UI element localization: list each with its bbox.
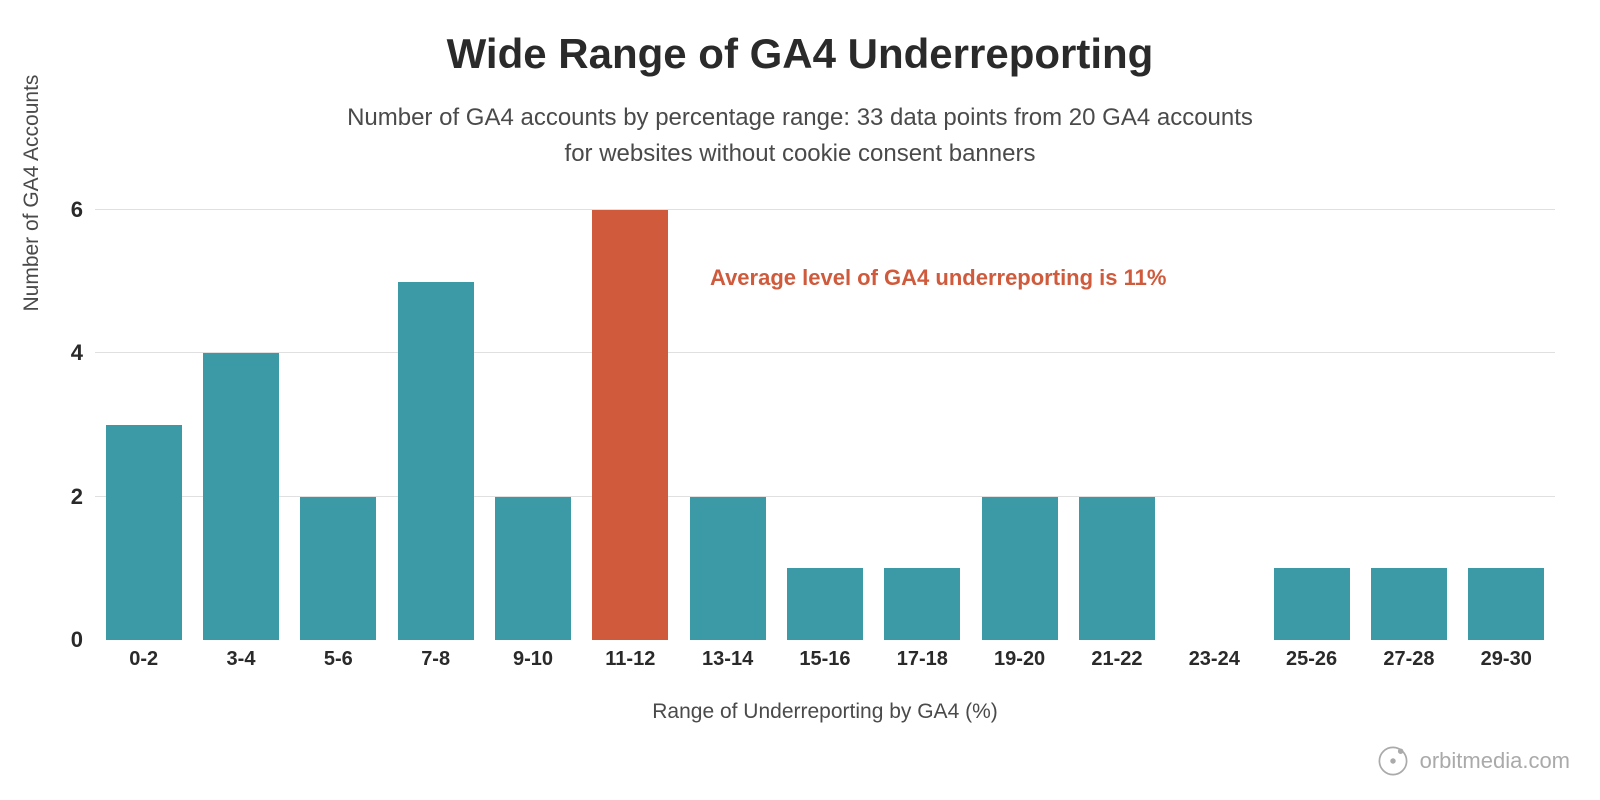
x-tick-label: 11-12 [582,648,679,671]
x-tick-label: 27-28 [1360,648,1457,671]
x-tick-label: 9-10 [484,648,581,671]
y-axis-title: Number of GA4 Accounts [20,75,44,312]
chart-subtitle: Number of GA4 accounts by percentage ran… [0,100,1600,172]
y-tick-label: 2 [65,484,95,510]
x-axis-title: Range of Underreporting by GA4 (%) [95,700,1555,724]
bar-slot [1166,210,1263,640]
x-tick-label: 13-14 [679,648,776,671]
brand-text: orbitmedia.com [1420,748,1570,774]
bar-slot [387,210,484,640]
bar-slot [192,210,289,640]
x-tick-label: 7-8 [387,648,484,671]
bar [592,210,668,640]
bar [690,497,766,640]
bar [1468,568,1544,640]
x-tick-label: 25-26 [1263,648,1360,671]
chart-container: Wide Range of GA4 Underreporting Number … [0,0,1600,800]
bar-slot [290,210,387,640]
x-tick-label: 5-6 [290,648,387,671]
x-tick-label: 0-2 [95,648,192,671]
bar [106,425,182,640]
bar [1371,568,1447,640]
bar [1079,497,1155,640]
x-tick-labels: 0-23-45-67-89-1011-1213-1415-1617-1819-2… [95,648,1555,671]
chart-title: Wide Range of GA4 Underreporting [0,30,1600,78]
bar-slot [582,210,679,640]
footer-brand: orbitmedia.com [1376,744,1570,778]
bar [884,568,960,640]
bar-slot [1458,210,1555,640]
bar [787,568,863,640]
x-tick-label: 29-30 [1458,648,1555,671]
x-tick-label: 15-16 [776,648,873,671]
annotation-text: Average level of GA4 underreporting is 1… [710,265,1166,291]
bar-slot [95,210,192,640]
y-tick-label: 4 [65,340,95,366]
bar-slot [1263,210,1360,640]
x-tick-label: 21-22 [1068,648,1165,671]
bar [982,497,1058,640]
x-tick-label: 19-20 [971,648,1068,671]
bar [300,497,376,640]
subtitle-line-1: Number of GA4 accounts by percentage ran… [0,100,1600,136]
bar [203,353,279,640]
x-tick-label: 3-4 [192,648,289,671]
bar [1274,568,1350,640]
bar [495,497,571,640]
bar-slot [484,210,581,640]
x-tick-label: 17-18 [874,648,971,671]
y-tick-label: 6 [65,197,95,223]
y-tick-label: 0 [65,627,95,653]
bar [398,282,474,640]
bar-slot [1360,210,1457,640]
subtitle-line-2: for websites without cookie consent bann… [0,136,1600,172]
x-tick-label: 23-24 [1166,648,1263,671]
orbit-icon [1376,744,1410,778]
